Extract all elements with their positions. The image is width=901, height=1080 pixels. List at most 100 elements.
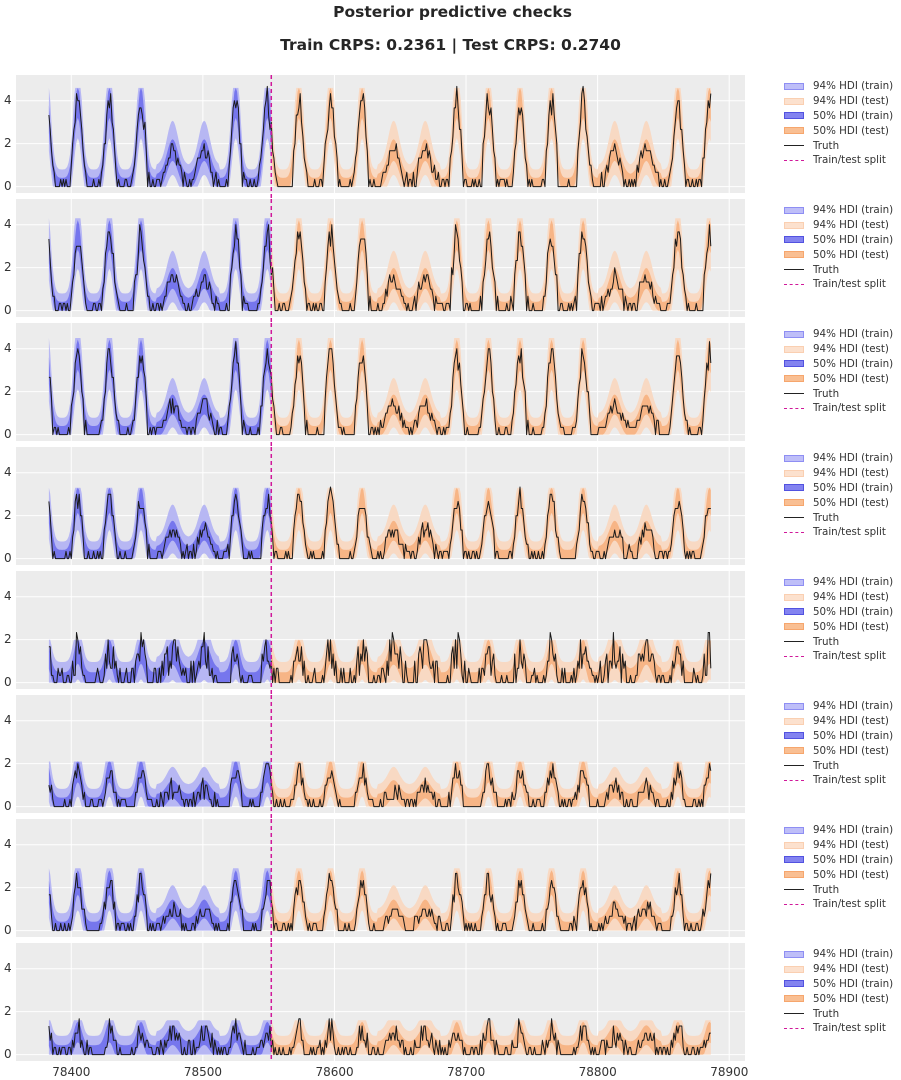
panel-3 <box>16 323 745 447</box>
legend-label: Train/test split <box>813 154 886 167</box>
legend-label: 50% HDI (test) <box>813 868 889 881</box>
hdi94-test-swatch-icon <box>784 345 804 353</box>
panel-7 <box>16 819 745 943</box>
legend-item-truth: Truth <box>784 262 893 277</box>
truth-line-icon <box>784 145 804 147</box>
legend-label: 94% HDI (test) <box>813 95 889 108</box>
legend-label: 94% HDI (train) <box>813 824 894 837</box>
legend-label: Truth <box>813 139 840 152</box>
legend-item-hdi50-train: 50% HDI (train) <box>784 853 893 868</box>
legend-label: 94% HDI (train) <box>813 452 894 465</box>
legend-label: 50% HDI (test) <box>813 372 889 385</box>
panel-legend: 94% HDI (train) 94% HDI (test) 50% HDI (… <box>784 823 893 912</box>
y-tick-label: 4 <box>4 712 12 727</box>
panel-legend: 94% HDI (train) 94% HDI (test) 50% HDI (… <box>784 203 893 292</box>
truth-line <box>48 763 712 808</box>
legend-label: 94% HDI (train) <box>813 328 894 341</box>
legend-label: 50% HDI (test) <box>813 744 889 757</box>
hdi50-train-swatch-icon <box>784 732 804 740</box>
y-tick-label: 4 <box>4 464 12 479</box>
panel-6 <box>16 695 745 819</box>
legend-label: Train/test split <box>813 898 886 911</box>
y-tick-label: 4 <box>4 960 12 975</box>
y-tick-label: 2 <box>4 259 12 274</box>
legend-label: 94% HDI (test) <box>813 963 889 976</box>
legend-item-hdi50-train: 50% HDI (train) <box>784 357 893 372</box>
legend-label: Train/test split <box>813 278 886 291</box>
y-tick-label: 2 <box>4 755 12 770</box>
legend-label: Truth <box>813 759 840 772</box>
legend-item-hdi94-test: 94% HDI (test) <box>784 962 893 977</box>
legend-label: 94% HDI (test) <box>813 343 889 356</box>
legend-item-hdi50-train: 50% HDI (train) <box>784 233 893 248</box>
legend-label: Truth <box>813 1007 840 1020</box>
legend-label: 50% HDI (test) <box>813 496 889 509</box>
panel-legend: 94% HDI (train) 94% HDI (test) 50% HDI (… <box>784 451 893 540</box>
panel-5 <box>16 571 745 695</box>
figure-title: Posterior predictive checks <box>333 3 572 21</box>
legend-label: Train/test split <box>813 526 886 539</box>
truth-line <box>48 486 711 560</box>
y-tick-label: 2 <box>4 631 12 646</box>
y-tick-label: 0 <box>4 302 12 317</box>
legend-label: 50% HDI (train) <box>813 357 894 370</box>
legend-item-split: Train/test split <box>784 649 893 664</box>
legend-item-hdi94-train: 94% HDI (train) <box>784 699 893 714</box>
legend-item-hdi94-train: 94% HDI (train) <box>784 79 893 94</box>
legend-item-split: Train/test split <box>784 153 893 168</box>
truth-line-icon <box>784 517 804 519</box>
hdi94-train-swatch-icon <box>784 826 804 834</box>
legend-label: Truth <box>813 263 840 276</box>
legend-item-hdi50-test: 50% HDI (test) <box>784 247 893 262</box>
legend-label: 50% HDI (train) <box>813 109 894 122</box>
legend-item-hdi50-train: 50% HDI (train) <box>784 481 893 496</box>
x-tick-label: 78600 <box>315 1065 354 1079</box>
legend-label: Truth <box>813 635 840 648</box>
hdi50-test-swatch-icon <box>784 747 804 755</box>
legend-label: 94% HDI (train) <box>813 204 894 217</box>
y-tick-label: 0 <box>4 178 12 193</box>
truth-line-icon <box>784 641 804 643</box>
panel-1 <box>16 75 745 199</box>
legend-item-truth: Truth <box>784 1006 893 1021</box>
hdi94-train-swatch-icon <box>784 206 804 214</box>
legend-label: 94% HDI (train) <box>813 80 894 93</box>
legend-label: 50% HDI (train) <box>813 233 894 246</box>
legend-label: 50% HDI (test) <box>813 620 889 633</box>
truth-line <box>48 872 712 932</box>
legend-label: 94% HDI (test) <box>813 591 889 604</box>
truth-line-icon <box>784 269 804 271</box>
y-tick-label: 4 <box>4 588 12 603</box>
truth-line <box>48 632 712 684</box>
legend-item-truth: Truth <box>784 882 893 897</box>
hdi94-test-swatch-icon <box>784 841 804 849</box>
legend-item-split: Train/test split <box>784 401 893 416</box>
hdi94-train-swatch-icon <box>784 330 804 338</box>
hdi94-test-swatch-icon <box>784 593 804 601</box>
legend-label: 50% HDI (train) <box>813 853 894 866</box>
legend-item-hdi94-test: 94% HDI (test) <box>784 714 893 729</box>
hdi94-test-swatch-icon <box>784 717 804 725</box>
legend-label: Train/test split <box>813 650 886 663</box>
panel-8 <box>16 943 745 1061</box>
y-tick-label: 0 <box>4 922 12 937</box>
y-tick-label: 4 <box>4 836 12 851</box>
legend-label: 94% HDI (train) <box>813 576 894 589</box>
truth-line-icon <box>784 393 804 395</box>
legend-item-hdi94-train: 94% HDI (train) <box>784 327 893 342</box>
panel-legend: 94% HDI (train) 94% HDI (test) 50% HDI (… <box>784 575 893 664</box>
hdi50-test-swatch-icon <box>784 127 804 135</box>
legend-label: 50% HDI (train) <box>813 729 894 742</box>
figure-subtitle: Train CRPS: 0.2361 | Test CRPS: 0.2740 <box>280 36 621 54</box>
legend-item-split: Train/test split <box>784 897 893 912</box>
legend-item-hdi50-test: 50% HDI (test) <box>784 495 893 510</box>
legend-item-hdi50-test: 50% HDI (test) <box>784 991 893 1006</box>
hdi94-train-swatch-icon <box>784 950 804 958</box>
y-tick-label: 2 <box>4 879 12 894</box>
legend-item-truth: Truth <box>784 138 893 153</box>
hdi50-train-swatch-icon <box>784 856 804 864</box>
split-dashed-line-icon <box>784 903 804 905</box>
hdi50-train-swatch-icon <box>784 112 804 120</box>
legend-item-hdi50-train: 50% HDI (train) <box>784 729 893 744</box>
legend-item-hdi50-test: 50% HDI (test) <box>784 371 893 386</box>
